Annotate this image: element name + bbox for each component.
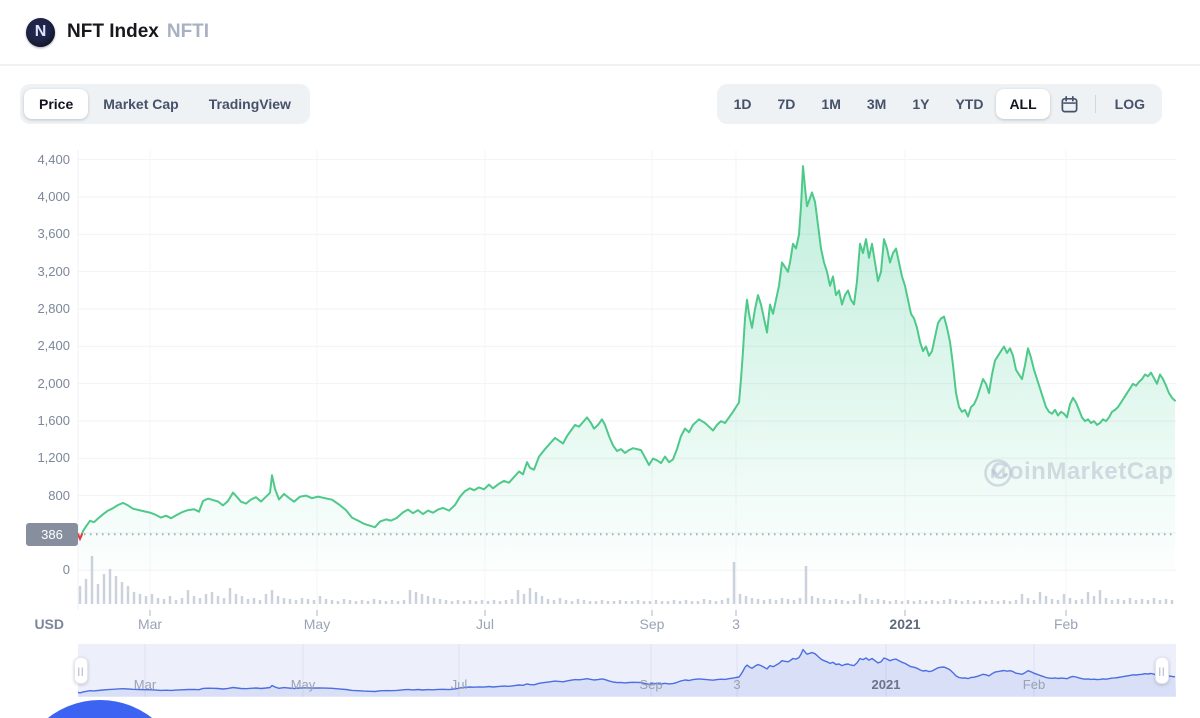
- range-1y[interactable]: 1Y: [899, 89, 942, 119]
- range-all[interactable]: ALL: [996, 89, 1050, 119]
- header: N NFT Index NFTI: [0, 0, 1200, 66]
- tab-price[interactable]: Price: [24, 89, 89, 119]
- range-1m[interactable]: 1M: [808, 89, 853, 119]
- range-ytd[interactable]: YTD: [942, 89, 996, 119]
- range-3m[interactable]: 3M: [854, 89, 899, 119]
- coin-logo-icon: N: [26, 17, 55, 47]
- range-7d[interactable]: 7D: [765, 89, 809, 119]
- tab-tradingview[interactable]: TradingView: [194, 89, 306, 119]
- log-scale-toggle[interactable]: LOG: [1102, 89, 1158, 119]
- navigator-right-handle[interactable]: ||: [1155, 657, 1169, 684]
- coin-title: NFT Index: [67, 21, 159, 42]
- chart-toolbar: Price Market Cap TradingView 1D 7D 1M 3M 1Y YTD…: [0, 84, 1200, 124]
- tab-market-cap[interactable]: Market Cap: [88, 89, 193, 119]
- navigator-left-handle[interactable]: ||: [74, 657, 88, 684]
- chart-type-tabs: Price Market Cap TradingView: [20, 84, 310, 124]
- calendar-button[interactable]: [1050, 89, 1089, 120]
- toolbar-divider: [1094, 95, 1096, 113]
- range-controls: 1D 7D 1M 3M 1Y YTD ALL LOG: [716, 84, 1162, 124]
- calendar-icon: [1061, 95, 1078, 112]
- range-1d[interactable]: 1D: [721, 89, 765, 119]
- coin-symbol: NFTI: [166, 21, 210, 42]
